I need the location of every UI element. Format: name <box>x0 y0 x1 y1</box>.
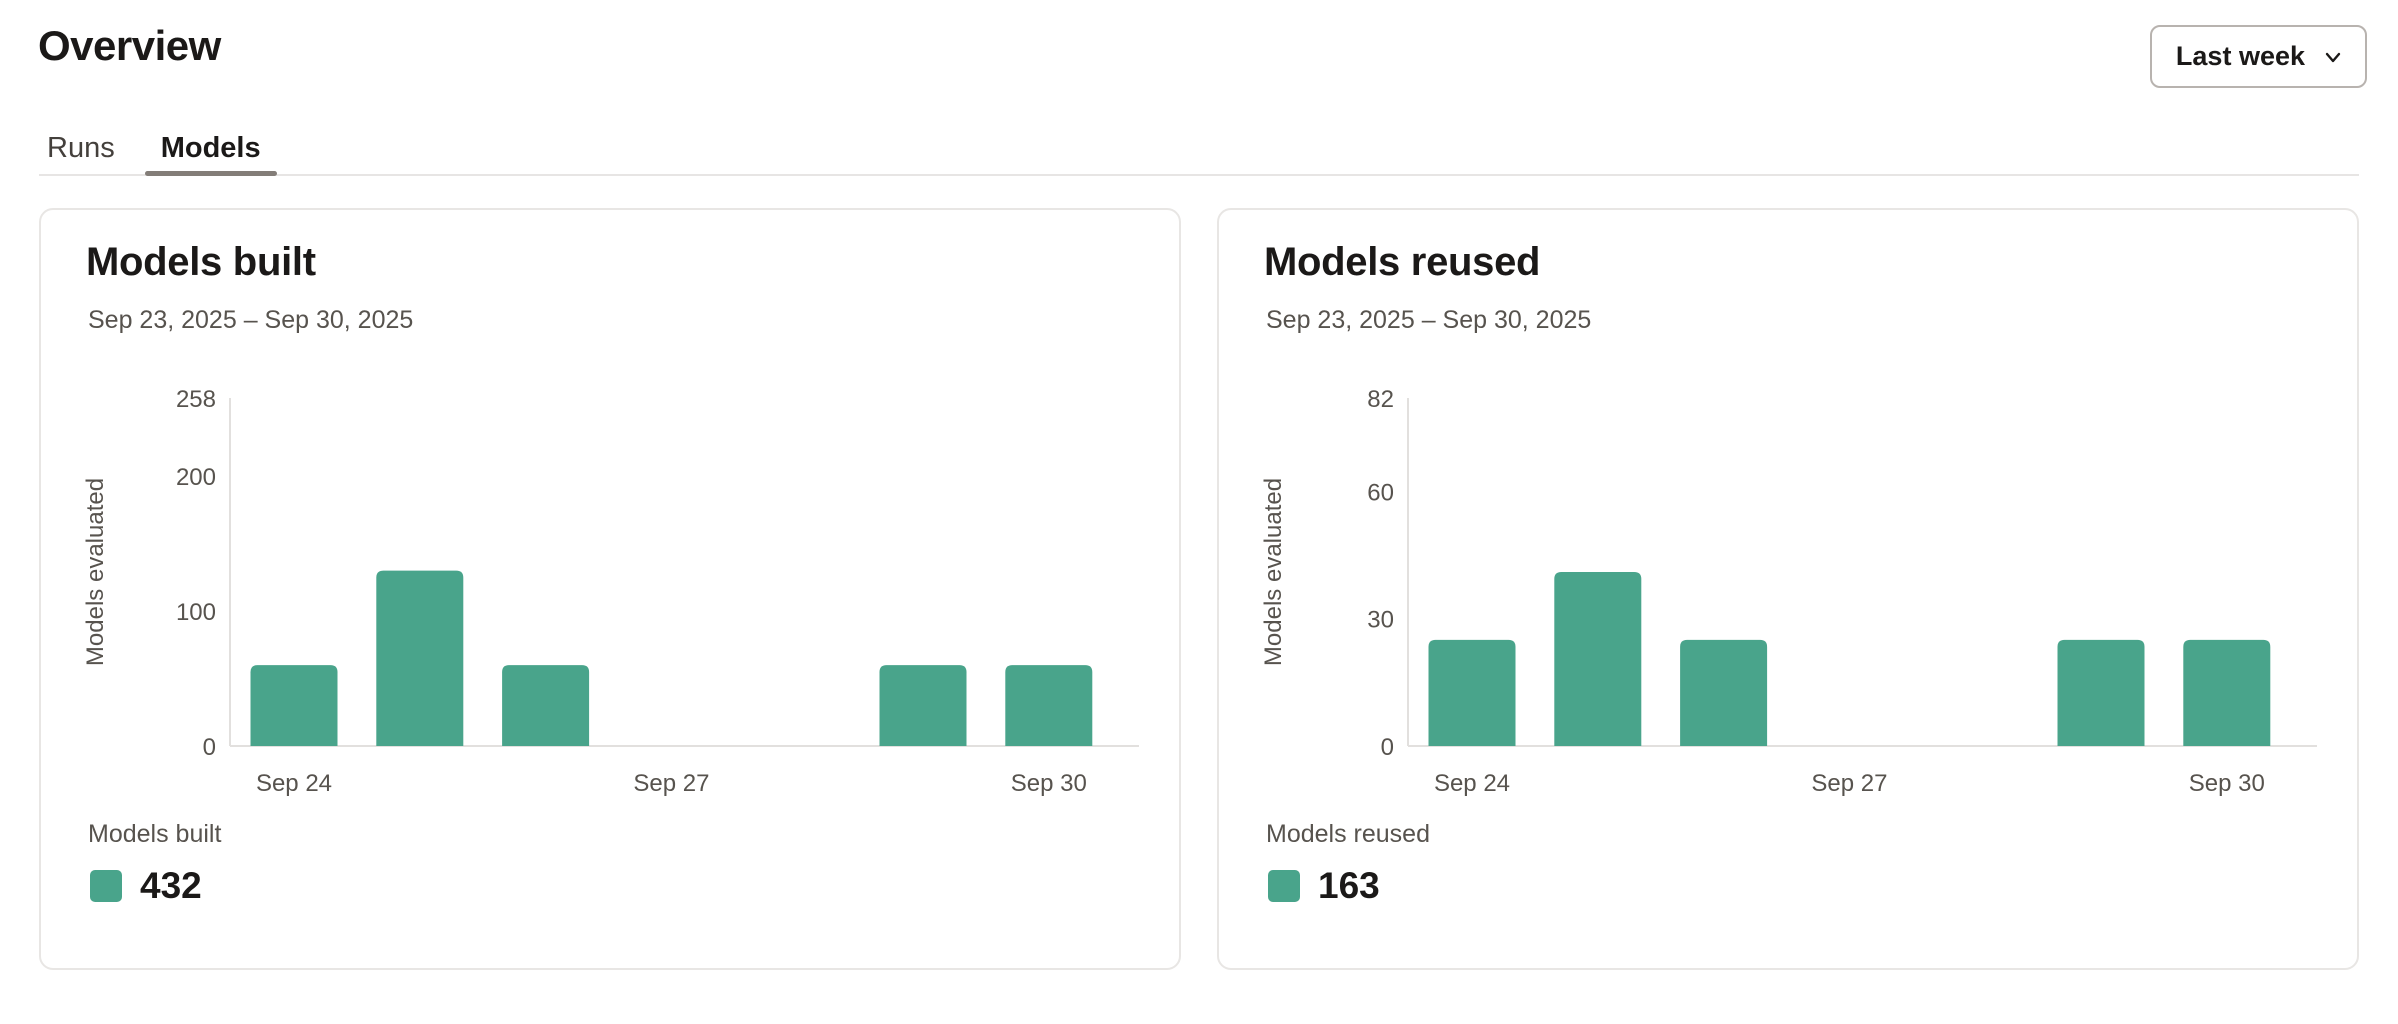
legend-label: Models built <box>88 820 222 848</box>
tab-bar: Runs Models <box>39 122 2359 176</box>
legend-swatch <box>90 870 122 902</box>
tab-models[interactable]: Models <box>144 122 277 176</box>
legend-row: 432 <box>90 865 202 907</box>
chevron-down-icon <box>2325 52 2341 62</box>
svg-text:100: 100 <box>176 599 216 626</box>
svg-text:Sep 24: Sep 24 <box>256 770 332 797</box>
legend-row: 163 <box>1268 865 1380 907</box>
svg-text:Sep 27: Sep 27 <box>1811 770 1887 797</box>
svg-text:82: 82 <box>1367 386 1394 413</box>
svg-text:30: 30 <box>1367 607 1394 634</box>
svg-text:0: 0 <box>203 734 216 761</box>
svg-text:200: 200 <box>176 464 216 491</box>
legend-value: 432 <box>140 865 202 906</box>
svg-text:Sep 27: Sep 27 <box>633 770 709 797</box>
svg-text:258: 258 <box>176 386 216 413</box>
tab-models-label: Models <box>160 131 261 164</box>
svg-text:Models evaluated: Models evaluated <box>82 478 109 666</box>
card-date-range: Sep 23, 2025 – Sep 30, 2025 <box>1266 306 1592 334</box>
date-range-selector[interactable]: Last week <box>2149 25 2367 88</box>
legend-value: 163 <box>1318 865 1380 906</box>
svg-text:60: 60 <box>1367 479 1394 506</box>
models-built-card: Models built Sep 23, 2025 – Sep 30, 2025… <box>39 208 1181 970</box>
svg-text:Sep 24: Sep 24 <box>1434 770 1510 797</box>
card-title: Models reused <box>1264 240 1541 284</box>
models-reused-card: Models reused Sep 23, 2025 – Sep 30, 202… <box>1217 208 2359 970</box>
card-date-range: Sep 23, 2025 – Sep 30, 2025 <box>88 306 414 334</box>
svg-text:Sep 30: Sep 30 <box>1011 770 1087 797</box>
date-range-label: Last week <box>2175 41 2305 71</box>
legend-label: Models reused <box>1266 820 1430 848</box>
svg-text:Sep 30: Sep 30 <box>2189 770 2265 797</box>
svg-text:0: 0 <box>1381 734 1394 761</box>
models-reused-bar-chart: 0 30 60 82 Models evaluated Sep 24 Sep 27 Sep 3… <box>1260 386 2317 797</box>
legend-swatch <box>1268 870 1300 902</box>
svg-text:Models evaluated: Models evaluated <box>1260 478 1287 666</box>
tab-runs-label: Runs <box>47 131 115 164</box>
card-title: Models built <box>86 240 316 284</box>
models-built-bar-chart: 0 100 200 258 Models evaluated Sep 24 Sep 27 Se… <box>82 386 1139 797</box>
page-title: Overview <box>38 22 221 69</box>
tab-runs[interactable]: Runs <box>39 122 123 174</box>
